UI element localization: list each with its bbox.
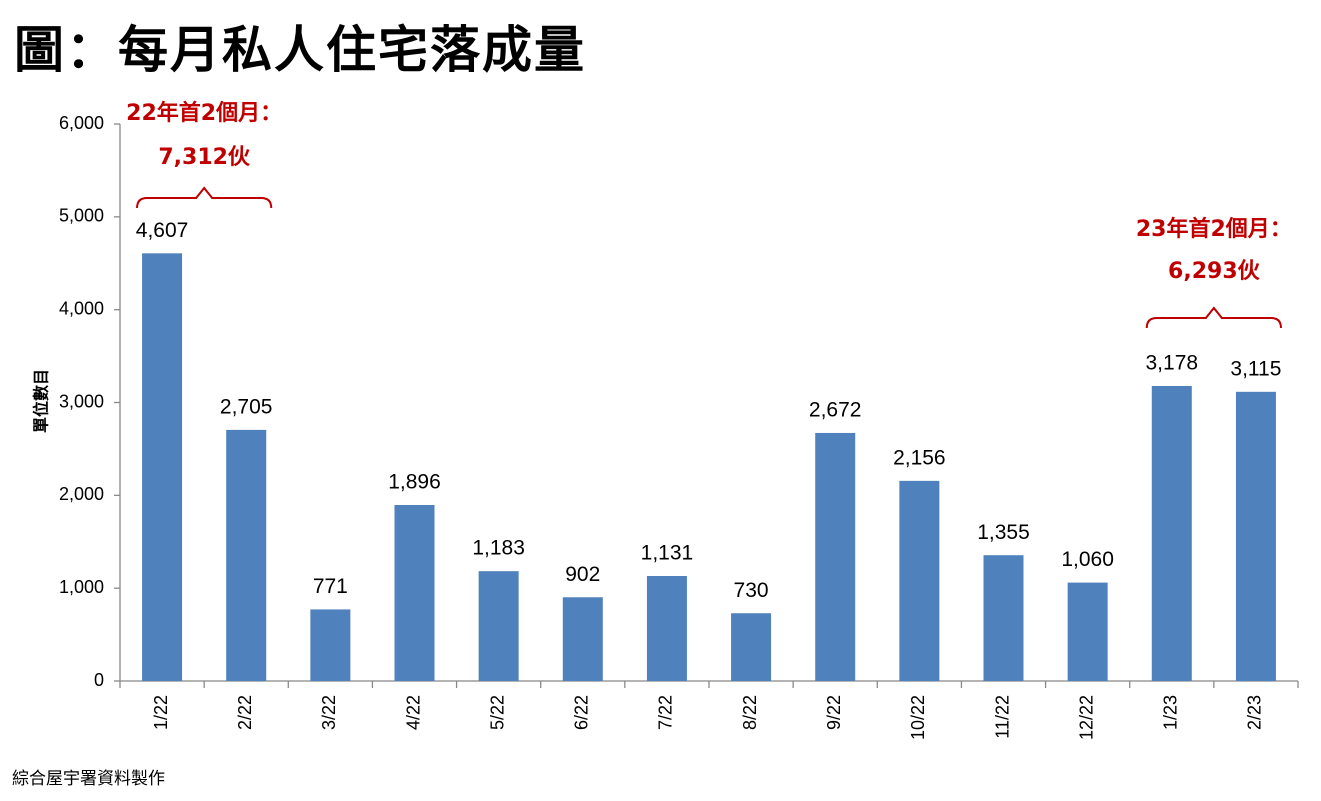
x-tick-label: 10/22 xyxy=(908,695,928,740)
x-tick-label: 11/22 xyxy=(992,695,1012,739)
annotation-line1: 22年首2個月： xyxy=(126,100,282,126)
bar xyxy=(983,555,1024,681)
y-tick-label: 1,000 xyxy=(59,577,104,597)
y-tick-label: 5,000 xyxy=(59,206,104,226)
x-tick-label: 8/22 xyxy=(740,695,760,730)
annotation-brace xyxy=(1145,306,1282,329)
bar xyxy=(731,613,772,681)
x-tick-label: 12/22 xyxy=(1076,695,1096,740)
bar xyxy=(1235,391,1276,681)
data-label: 3,115 xyxy=(1230,357,1281,380)
bar xyxy=(310,609,351,681)
data-label: 1,060 xyxy=(1061,548,1114,571)
data-label: 2,156 xyxy=(893,446,946,469)
y-tick-label: 4,000 xyxy=(59,298,104,318)
data-label: 2,672 xyxy=(809,398,862,421)
data-label: 3,178 xyxy=(1146,352,1199,375)
x-tick-label: 7/22 xyxy=(656,695,676,730)
data-labels: 4,607 2,705 771 1,896 1,183 902 1,131 730 2,672 2… xyxy=(136,219,1282,602)
data-label: 1,896 xyxy=(388,471,441,494)
y-axis-title: 單位數目 xyxy=(32,369,51,433)
source-note: 綜合屋宇署資料製作 xyxy=(12,769,165,789)
bar xyxy=(1067,582,1108,681)
data-label: 771 xyxy=(313,575,348,598)
bar xyxy=(226,429,267,681)
bar xyxy=(394,504,435,681)
x-tick-label: 4/22 xyxy=(403,695,423,730)
y-tick-label: 3,000 xyxy=(59,391,104,411)
bar xyxy=(815,432,856,681)
x-tick-label: 5/22 xyxy=(487,695,507,730)
data-label: 1,355 xyxy=(977,521,1030,544)
bars xyxy=(142,253,1276,681)
x-tick-label: 1/23 xyxy=(1161,695,1181,730)
annotation-brace xyxy=(136,186,273,209)
data-label: 2,705 xyxy=(220,395,273,418)
x-tick-label: 6/22 xyxy=(572,695,592,730)
page-title: 圖：每月私人住宅落成量 xyxy=(14,21,586,79)
data-label: 730 xyxy=(734,579,769,602)
data-label: 1,131 xyxy=(641,542,694,565)
data-label: 4,607 xyxy=(136,219,189,242)
annotation-line1: 23年首2個月： xyxy=(1136,216,1292,242)
bar xyxy=(899,480,940,681)
data-label: 902 xyxy=(565,563,600,586)
annotations: 22年首2個月： 7,312伙 23年首2個月： 6,293伙 xyxy=(126,100,1292,329)
x-axis: 1/22 2/22 3/22 4/22 5/22 6/22 7/22 8/22 9/22 10/2… xyxy=(119,680,1299,740)
y-tick-label: 6,000 xyxy=(59,113,104,133)
bar xyxy=(478,571,519,681)
data-label: 1,183 xyxy=(472,537,525,560)
y-tick-label: 0 xyxy=(94,670,104,690)
x-tick-label: 1/22 xyxy=(151,695,171,730)
bar xyxy=(142,253,183,681)
x-tick-label: 2/23 xyxy=(1245,695,1265,730)
y-axis: 0 1,000 2,000 3,000 4,000 5,000 6,000 xyxy=(59,113,121,690)
bar xyxy=(1151,385,1192,681)
y-tick-label: 2,000 xyxy=(59,484,104,504)
x-tick-label: 2/22 xyxy=(235,695,255,730)
bar xyxy=(646,576,687,681)
annotation-line2: 6,293伙 xyxy=(1168,259,1261,284)
bar xyxy=(562,597,603,681)
annotation-line2: 7,312伙 xyxy=(158,145,251,170)
x-tick-label: 3/22 xyxy=(319,695,339,730)
x-tick-label: 9/22 xyxy=(824,695,844,730)
